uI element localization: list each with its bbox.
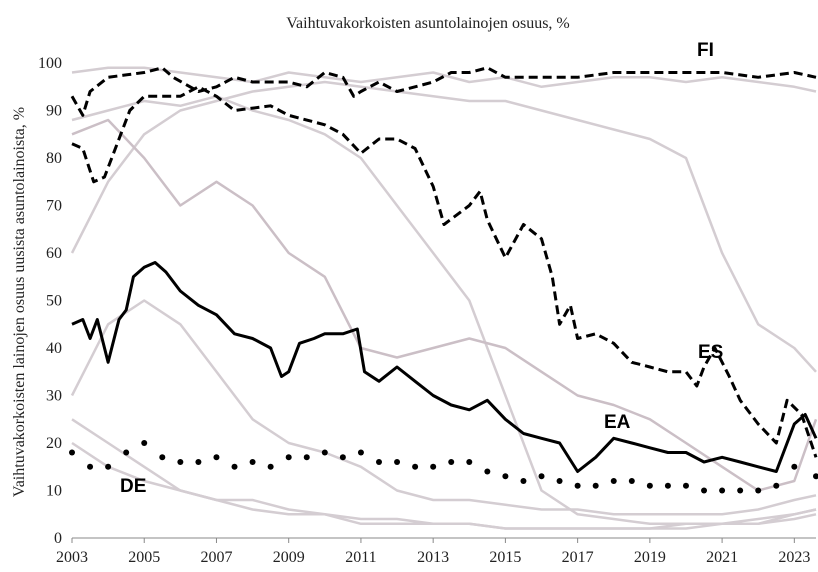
data-point: [610, 478, 617, 484]
background-line: [70, 299, 817, 516]
data-point: [755, 487, 762, 494]
series-line: [70, 66, 817, 117]
series-label: DE: [120, 476, 146, 497]
y-tick-label: 0: [54, 530, 62, 547]
data-point: [628, 478, 635, 484]
data-point: [357, 449, 364, 456]
data-point: [213, 454, 220, 461]
data-point: [195, 459, 202, 465]
y-tick-label: 60: [46, 245, 62, 262]
x-tick-label: 2021: [706, 549, 738, 566]
series-line: [71, 261, 818, 473]
background-line: [71, 118, 818, 492]
y-tick-label: 20: [46, 435, 62, 452]
data-point: [141, 440, 148, 446]
background-line: [71, 66, 817, 93]
data-point: [701, 487, 708, 494]
series-label: ES: [698, 342, 723, 363]
y-tick-label: 10: [46, 483, 62, 500]
data-point: [719, 487, 726, 494]
x-tick-label: 2023: [778, 549, 810, 566]
data-point: [412, 463, 419, 470]
background-line: [70, 80, 817, 373]
chart-title: Vaihtuvakorkoisten asuntolainojen osuus,…: [286, 15, 570, 32]
x-tick-label: 2007: [200, 549, 232, 566]
x-tick-label: 2005: [128, 549, 160, 566]
data-point: [466, 459, 473, 465]
data-point: [520, 478, 527, 484]
data-point: [105, 463, 112, 470]
data-point: [682, 482, 689, 489]
data-point: [664, 482, 671, 489]
data-point: [556, 478, 563, 484]
data-point: [177, 459, 184, 465]
data-point: [249, 459, 256, 465]
x-tick-label: 2013: [417, 549, 449, 566]
data-point: [267, 463, 274, 470]
y-tick-label: 100: [38, 55, 62, 72]
y-tick-label: 80: [46, 150, 62, 167]
data-point: [646, 482, 653, 489]
data-point: [592, 482, 599, 489]
data-point: [773, 482, 780, 489]
x-tick-label: 2003: [56, 549, 88, 566]
data-point: [321, 449, 328, 456]
data-point: [159, 454, 166, 461]
data-point: [375, 459, 382, 465]
background-line: [71, 418, 817, 530]
data-point: [394, 459, 401, 465]
series-label: FI: [697, 40, 714, 61]
data-point: [448, 459, 455, 465]
y-tick-label: 50: [46, 293, 62, 310]
data-point: [285, 454, 292, 461]
x-tick-label: 2009: [273, 549, 305, 566]
data-point: [502, 473, 509, 480]
data-point: [123, 449, 130, 456]
data-point: [737, 487, 744, 494]
series-label: EA: [604, 412, 631, 433]
data-point: [87, 463, 94, 470]
y-tick-label: 40: [46, 340, 62, 357]
y-tick-label: 90: [46, 103, 62, 120]
y-axis-label: Vaihtuvakorkoisten lainojen osuus uusist…: [11, 107, 28, 497]
data-point: [430, 463, 437, 470]
data-point: [484, 468, 491, 475]
data-point: [69, 449, 75, 456]
data-point: [339, 454, 346, 461]
background-line: [71, 95, 817, 526]
data-point: [574, 482, 581, 489]
y-tick-label: 30: [46, 388, 62, 405]
y-tick-label: 70: [46, 198, 62, 215]
x-tick-label: 2011: [345, 549, 376, 566]
data-point: [231, 463, 238, 470]
data-point: [303, 454, 310, 461]
series-line: [71, 85, 818, 458]
data-point: [791, 463, 798, 470]
x-tick-label: 2017: [562, 549, 594, 566]
data-point: [538, 473, 545, 480]
x-tick-label: 2019: [634, 549, 666, 566]
data-point: [813, 473, 818, 480]
x-tick-label: 2015: [489, 549, 521, 566]
